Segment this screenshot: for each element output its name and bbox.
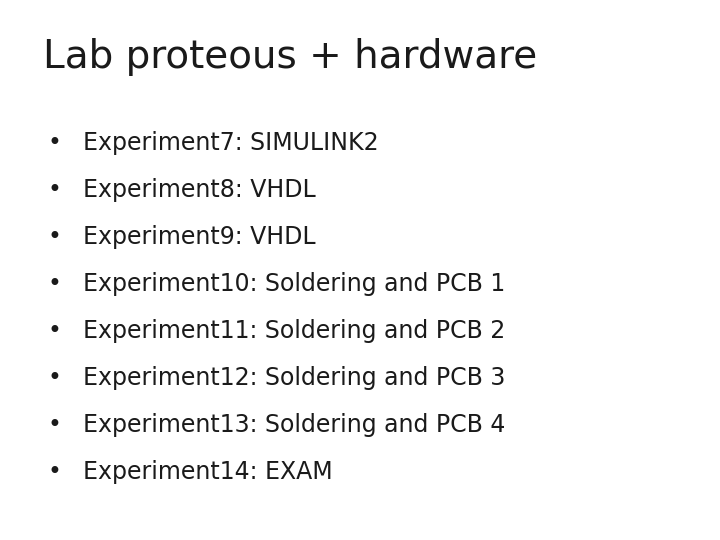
Text: Experiment9: VHDL: Experiment9: VHDL — [83, 225, 315, 249]
Text: Experiment7: SIMULINK2: Experiment7: SIMULINK2 — [83, 131, 379, 155]
Text: Experiment13: Soldering and PCB 4: Experiment13: Soldering and PCB 4 — [83, 413, 505, 437]
Text: Experiment12: Soldering and PCB 3: Experiment12: Soldering and PCB 3 — [83, 366, 505, 390]
Text: Experiment11: Soldering and PCB 2: Experiment11: Soldering and PCB 2 — [83, 319, 505, 343]
Text: •: • — [47, 366, 61, 390]
Text: •: • — [47, 413, 61, 437]
Text: Experiment10: Soldering and PCB 1: Experiment10: Soldering and PCB 1 — [83, 272, 505, 296]
Text: Experiment8: VHDL: Experiment8: VHDL — [83, 178, 315, 202]
Text: •: • — [47, 225, 61, 249]
Text: Experiment14: EXAM: Experiment14: EXAM — [83, 460, 333, 484]
Text: •: • — [47, 319, 61, 343]
Text: •: • — [47, 272, 61, 296]
Text: Lab proteous + hardware: Lab proteous + hardware — [43, 38, 537, 76]
Text: •: • — [47, 178, 61, 202]
Text: •: • — [47, 131, 61, 155]
Text: •: • — [47, 460, 61, 484]
